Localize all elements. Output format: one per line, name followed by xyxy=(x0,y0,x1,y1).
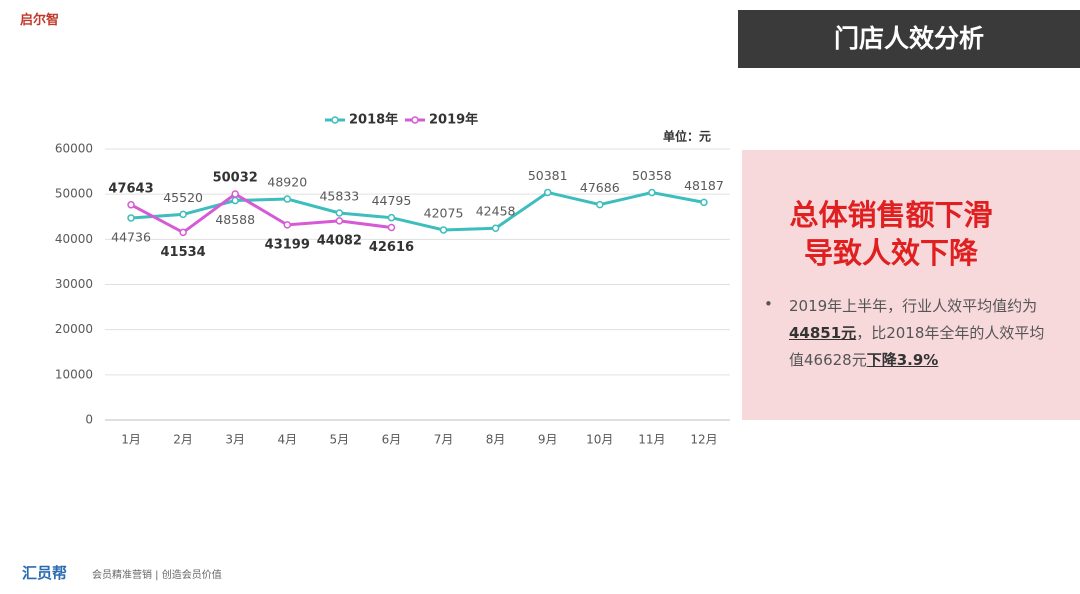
data-label: 47686 xyxy=(580,180,620,195)
unit-label: 单位：元 xyxy=(663,129,711,144)
data-label: 44082 xyxy=(317,233,362,248)
logo: 启尔智 xyxy=(20,13,60,28)
y-tick-label: 10000 xyxy=(55,367,93,381)
note-part: ，比2018年全年的人效平均值46628元 xyxy=(789,324,1045,369)
bullet: • xyxy=(764,295,773,313)
data-point xyxy=(648,188,656,197)
data-label: 44736 xyxy=(111,229,151,244)
data-point xyxy=(387,213,396,222)
note-part: 下降3.9% xyxy=(866,351,939,369)
data-label: 50381 xyxy=(528,168,568,183)
data-label: 50032 xyxy=(213,171,258,186)
data-label: 43199 xyxy=(265,237,310,252)
data-label: 44795 xyxy=(372,193,412,208)
y-tick-label: 0 xyxy=(85,413,93,427)
data-label: 42075 xyxy=(424,205,464,220)
data-label: 45520 xyxy=(163,190,203,205)
y-tick-label: 30000 xyxy=(55,277,93,291)
x-tick-label: 2月 xyxy=(173,433,193,447)
legend-label: 2018年 xyxy=(349,112,398,128)
x-tick-label: 3月 xyxy=(225,433,245,447)
x-tick-label: 5月 xyxy=(330,433,350,447)
data-point xyxy=(231,190,239,198)
y-tick-label: 20000 xyxy=(55,322,93,336)
data-point xyxy=(231,196,239,205)
y-tick-label: 60000 xyxy=(55,142,93,156)
x-tick-label: 4月 xyxy=(277,433,297,447)
x-tick-label: 1月 xyxy=(121,433,141,447)
data-point xyxy=(127,201,135,209)
chart: 单位：元 0 10000 20000 30000 40000 50000 60000 1月 2月… xyxy=(55,112,730,447)
x-tick-label: 12月 xyxy=(690,433,717,447)
x-tick-label: 9月 xyxy=(538,433,558,447)
legend-marker xyxy=(411,116,419,124)
panel: 总体销售额下滑 导致人效下降 • 2019年上半年，行业人效平均值约为 44851… xyxy=(742,150,1080,420)
x-tick-label: 10月 xyxy=(586,433,613,447)
note-part: 2019年上半年，行业人效平均值约为 xyxy=(789,297,1038,315)
data-label: 50358 xyxy=(632,168,672,183)
series-line xyxy=(130,190,705,232)
data-label: 42616 xyxy=(369,240,414,255)
data-label: 42458 xyxy=(476,204,516,219)
panel-title: 总体销售额下滑 导致人效下降 xyxy=(702,196,1080,272)
data-point xyxy=(700,198,708,207)
data-label: 47643 xyxy=(108,181,153,196)
data-label: 48588 xyxy=(215,212,255,227)
data-point xyxy=(127,214,135,222)
data-point xyxy=(179,210,187,219)
data-point xyxy=(335,209,344,217)
panel-note: 2019年上半年，行业人效平均值约为 44851元，比2018年全年的人效平均值4… xyxy=(789,293,1054,374)
data-point xyxy=(179,228,187,237)
note-part: 44851元 xyxy=(789,324,857,342)
x-tick-label: 7月 xyxy=(434,433,454,447)
data-point xyxy=(387,223,396,232)
data-point xyxy=(283,195,292,203)
series-line xyxy=(130,192,392,235)
x-tick-label: 6月 xyxy=(382,433,402,447)
footer-slogan: 会员精准营销 | 创造会员价值 xyxy=(92,570,222,581)
data-label: 48920 xyxy=(267,175,307,190)
footer-brand: 汇员帮 xyxy=(22,564,68,582)
data-point xyxy=(491,224,500,232)
header-title: 门店人效分析 xyxy=(738,10,1080,68)
data-label: 41534 xyxy=(161,245,206,260)
y-tick-label: 50000 xyxy=(55,187,93,201)
x-tick-label: 11月 xyxy=(638,433,665,447)
data-point xyxy=(543,188,552,197)
x-tick-label: 8月 xyxy=(486,433,506,447)
panel-title-line: 总体销售额下滑 xyxy=(789,198,993,232)
data-point xyxy=(335,217,344,225)
panel-title-line: 导致人效下降 xyxy=(803,236,978,270)
y-tick-label: 40000 xyxy=(55,232,93,246)
legend-marker xyxy=(331,116,339,124)
legend-label: 2019年 xyxy=(429,112,478,128)
data-point xyxy=(439,226,448,234)
data-label: 45833 xyxy=(319,188,359,203)
data-label: 48187 xyxy=(684,178,724,193)
data-point xyxy=(283,221,292,229)
data-point xyxy=(596,200,604,209)
